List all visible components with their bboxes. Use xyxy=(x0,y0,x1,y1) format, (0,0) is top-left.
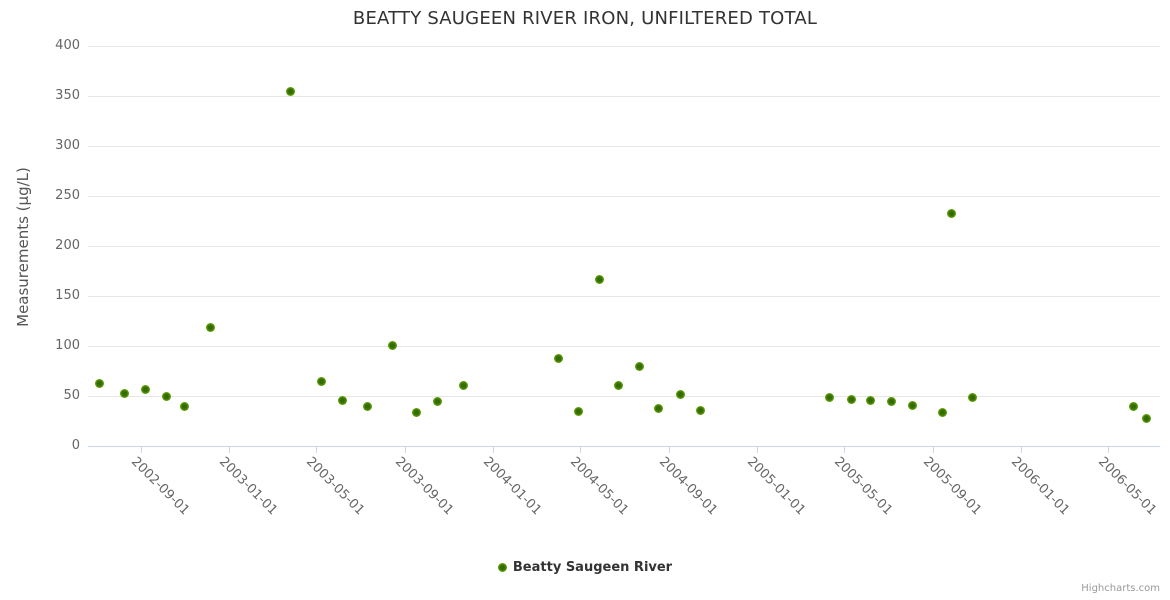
x-axis-line xyxy=(88,446,1160,447)
data-point[interactable] xyxy=(574,406,584,416)
data-point[interactable] xyxy=(412,407,422,417)
data-point[interactable] xyxy=(908,400,918,410)
y-axis-label: 350 xyxy=(55,88,80,103)
legend-marker-icon xyxy=(497,563,507,572)
y-axis-label: 300 xyxy=(55,138,80,153)
data-point[interactable] xyxy=(1142,413,1152,423)
x-axis-label: 2003-05-01 xyxy=(302,454,367,519)
data-point[interactable] xyxy=(866,395,876,405)
credits-link[interactable]: Highcharts.com xyxy=(1081,583,1160,594)
y-axis-label: 150 xyxy=(55,288,80,303)
x-axis-label: 2005-09-01 xyxy=(920,454,985,519)
grid-line xyxy=(88,246,1160,247)
data-point[interactable] xyxy=(676,389,686,399)
x-axis-label: 2004-09-01 xyxy=(656,454,721,519)
x-axis-tick xyxy=(757,447,759,453)
y-axis-label: 0 xyxy=(71,438,80,453)
data-point[interactable] xyxy=(594,274,604,284)
grid-line xyxy=(88,46,1160,47)
grid-line xyxy=(88,146,1160,147)
legend-label: Beatty Saugeen River xyxy=(512,560,673,575)
data-point[interactable] xyxy=(387,340,397,350)
x-axis-label: 2004-01-01 xyxy=(479,454,544,519)
data-point[interactable] xyxy=(140,384,150,394)
data-point[interactable] xyxy=(947,208,957,218)
y-axis-label: 400 xyxy=(55,38,80,53)
data-point[interactable] xyxy=(1129,401,1139,411)
y-axis-label: 100 xyxy=(55,338,80,353)
data-point[interactable] xyxy=(285,86,295,96)
x-axis-tick xyxy=(140,447,142,453)
grid-line xyxy=(88,196,1160,197)
data-point[interactable] xyxy=(937,407,947,417)
x-axis-label: 2003-09-01 xyxy=(391,454,456,519)
x-axis-tick xyxy=(315,447,317,453)
data-point[interactable] xyxy=(205,322,215,332)
data-point[interactable] xyxy=(337,395,347,405)
x-axis-label: 2003-01-01 xyxy=(216,454,281,519)
data-point[interactable] xyxy=(161,391,171,401)
y-axis-label: 200 xyxy=(55,238,80,253)
legend: Beatty Saugeen River xyxy=(0,560,1170,575)
data-point[interactable] xyxy=(120,388,130,398)
y-axis-label: 250 xyxy=(55,188,80,203)
x-axis-tick xyxy=(580,447,582,453)
data-point[interactable] xyxy=(614,380,624,390)
data-point[interactable] xyxy=(846,394,856,404)
legend-item[interactable]: Beatty Saugeen River xyxy=(497,560,673,575)
data-point[interactable] xyxy=(362,401,372,411)
data-point[interactable] xyxy=(635,361,645,371)
data-point[interactable] xyxy=(316,376,326,386)
y-axis-label: 50 xyxy=(63,388,80,403)
grid-line xyxy=(88,296,1160,297)
x-axis-tick xyxy=(669,447,671,453)
data-point[interactable] xyxy=(967,392,977,402)
data-point[interactable] xyxy=(695,405,705,415)
data-point[interactable] xyxy=(825,392,835,402)
x-axis-label: 2005-01-01 xyxy=(744,454,809,519)
x-axis-label: 2004-05-01 xyxy=(567,454,632,519)
x-axis-tick xyxy=(492,447,494,453)
data-point[interactable] xyxy=(180,401,190,411)
x-axis-label: 2002-09-01 xyxy=(127,454,192,519)
x-axis-tick xyxy=(1107,447,1109,453)
grid-line xyxy=(88,346,1160,347)
x-axis-tick xyxy=(844,447,846,453)
x-axis-tick xyxy=(228,447,230,453)
x-axis-tick xyxy=(933,447,935,453)
grid-line xyxy=(88,396,1160,397)
data-point[interactable] xyxy=(458,380,468,390)
grid-line xyxy=(88,96,1160,97)
data-point[interactable] xyxy=(554,353,564,363)
data-point[interactable] xyxy=(95,378,105,388)
x-axis-tick xyxy=(404,447,406,453)
x-axis-tick xyxy=(1021,447,1023,453)
x-axis-label: 2006-01-01 xyxy=(1008,454,1073,519)
x-axis-label: 2005-05-01 xyxy=(831,454,896,519)
data-point[interactable] xyxy=(887,396,897,406)
x-axis-label: 2006-05-01 xyxy=(1095,454,1160,519)
data-point[interactable] xyxy=(653,403,663,413)
data-point[interactable] xyxy=(432,396,442,406)
chart-title: BEATTY SAUGEEN RIVER IRON, UNFILTERED TO… xyxy=(352,8,818,29)
